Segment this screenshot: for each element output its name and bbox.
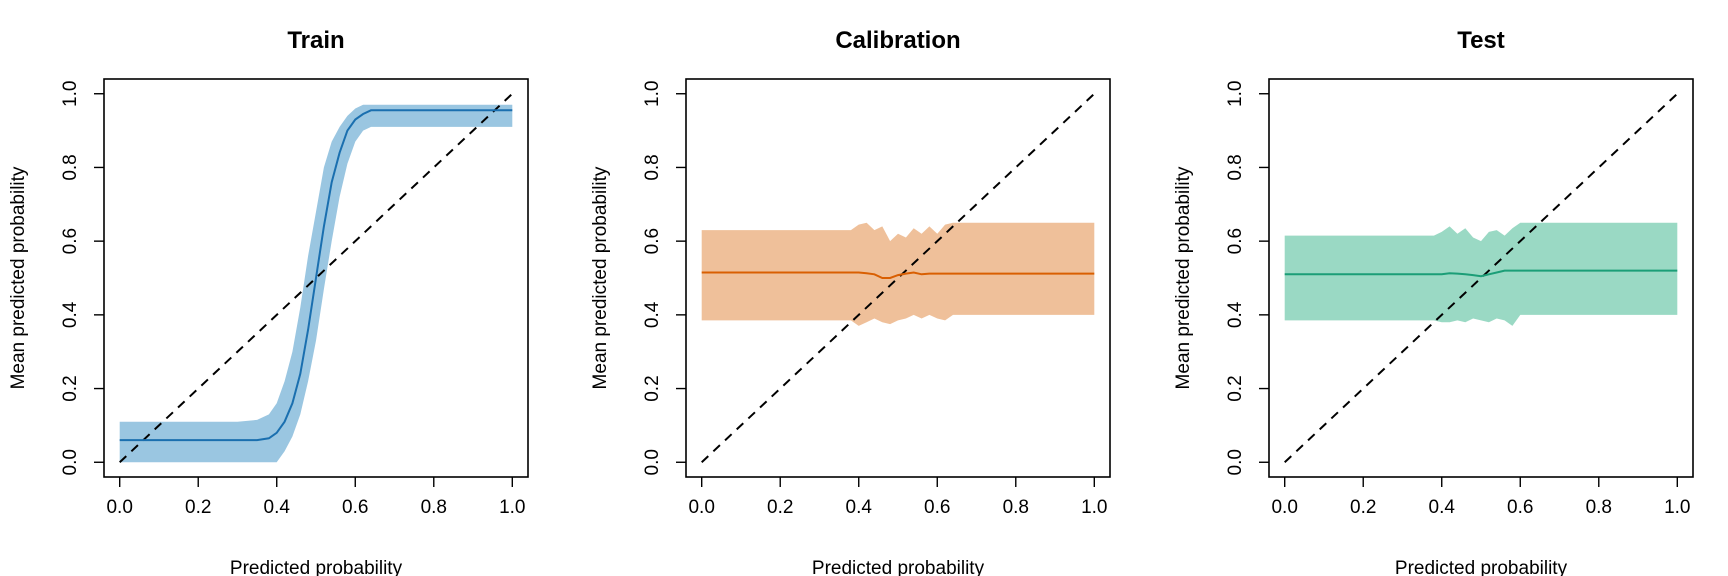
x-tick-label: 0.2 bbox=[1350, 497, 1376, 518]
x-tick-label: 0.4 bbox=[264, 497, 291, 518]
reference-diagonal bbox=[119, 93, 513, 463]
panel-title: Train bbox=[287, 27, 344, 54]
x-tick-label: 0.8 bbox=[421, 497, 447, 518]
x-tick-label: 0.6 bbox=[924, 497, 950, 518]
x-tick-label: 0.0 bbox=[1271, 497, 1297, 518]
confidence-band bbox=[1284, 222, 1678, 326]
reference-diagonal bbox=[701, 93, 1095, 463]
y-tick-label: 0.4 bbox=[642, 301, 663, 328]
x-tick-label: 0.2 bbox=[185, 497, 211, 518]
panel-calibration: Calibration 0.0 0.2 0.4 0.6 0.8 1.0 0.0 0.2 0.4 0.… bbox=[590, 27, 1111, 576]
plot-frame bbox=[103, 78, 529, 478]
y-tick-label: 1.0 bbox=[60, 81, 81, 107]
y-tick-label: 0.0 bbox=[1225, 449, 1246, 475]
panel-test: Test 0.0 0.2 0.4 0.6 0.8 1.0 0.0 0.2 0.4 0.6 0.8 1.0… bbox=[1173, 27, 1694, 576]
y-axis-title: Mean predicted probability bbox=[8, 166, 29, 389]
x-tick-label: 0.4 bbox=[1429, 497, 1456, 518]
y-tick-label: 0.8 bbox=[642, 154, 663, 180]
y-axis-title: Mean predicted probability bbox=[590, 166, 611, 389]
y-tick-label: 0.2 bbox=[642, 375, 663, 401]
x-tick-label: 1.0 bbox=[499, 497, 525, 518]
y-tick-label: 0.6 bbox=[60, 228, 81, 254]
y-tick-label: 0.0 bbox=[60, 449, 81, 475]
y-tick-label: 0.6 bbox=[642, 228, 663, 254]
x-tick-label: 0.2 bbox=[767, 497, 793, 518]
x-tick-label: 0.6 bbox=[1507, 497, 1533, 518]
panel-title: Test bbox=[1457, 27, 1505, 54]
y-tick-label: 1.0 bbox=[1225, 81, 1246, 107]
panel-title: Calibration bbox=[835, 27, 960, 54]
reference-diagonal bbox=[1284, 93, 1678, 463]
x-tick-label: 0.0 bbox=[688, 497, 714, 518]
calibration-curve bbox=[119, 109, 513, 442]
x-axis-title: Predicted probability bbox=[230, 558, 403, 576]
y-axis-title: Mean predicted probability bbox=[1173, 166, 1194, 389]
x-tick-label: 0.0 bbox=[106, 497, 132, 518]
x-axis-title: Predicted probability bbox=[1395, 558, 1568, 576]
x-tick-label: 1.0 bbox=[1664, 497, 1690, 518]
plot-frame bbox=[1268, 78, 1694, 478]
y-tick-label: 0.2 bbox=[1225, 375, 1246, 401]
x-tick-label: 0.6 bbox=[342, 497, 368, 518]
y-tick-label: 0.4 bbox=[60, 301, 81, 328]
calibration-curve bbox=[701, 271, 1095, 279]
y-tick-label: 0.2 bbox=[60, 375, 81, 401]
panel-train: Train 0.0 0.2 0.4 0.6 0.8 1.0 0.0 0.2 0.4 0.6 0.8 1.… bbox=[8, 27, 529, 576]
y-tick-label: 1.0 bbox=[642, 81, 663, 107]
y-tick-label: 0.4 bbox=[1225, 301, 1246, 328]
y-tick-label: 0.6 bbox=[1225, 228, 1246, 254]
y-tick-label: 0.8 bbox=[60, 154, 81, 180]
x-tick-label: 0.8 bbox=[1003, 497, 1029, 518]
x-tick-label: 0.8 bbox=[1586, 497, 1612, 518]
x-tick-label: 0.4 bbox=[846, 497, 873, 518]
x-axis-title: Predicted probability bbox=[812, 558, 985, 576]
calibration-curve bbox=[1284, 269, 1678, 278]
y-tick-label: 0.8 bbox=[1225, 154, 1246, 180]
y-tick-label: 0.0 bbox=[642, 449, 663, 475]
plot-frame bbox=[685, 78, 1111, 478]
x-tick-label: 1.0 bbox=[1081, 497, 1107, 518]
